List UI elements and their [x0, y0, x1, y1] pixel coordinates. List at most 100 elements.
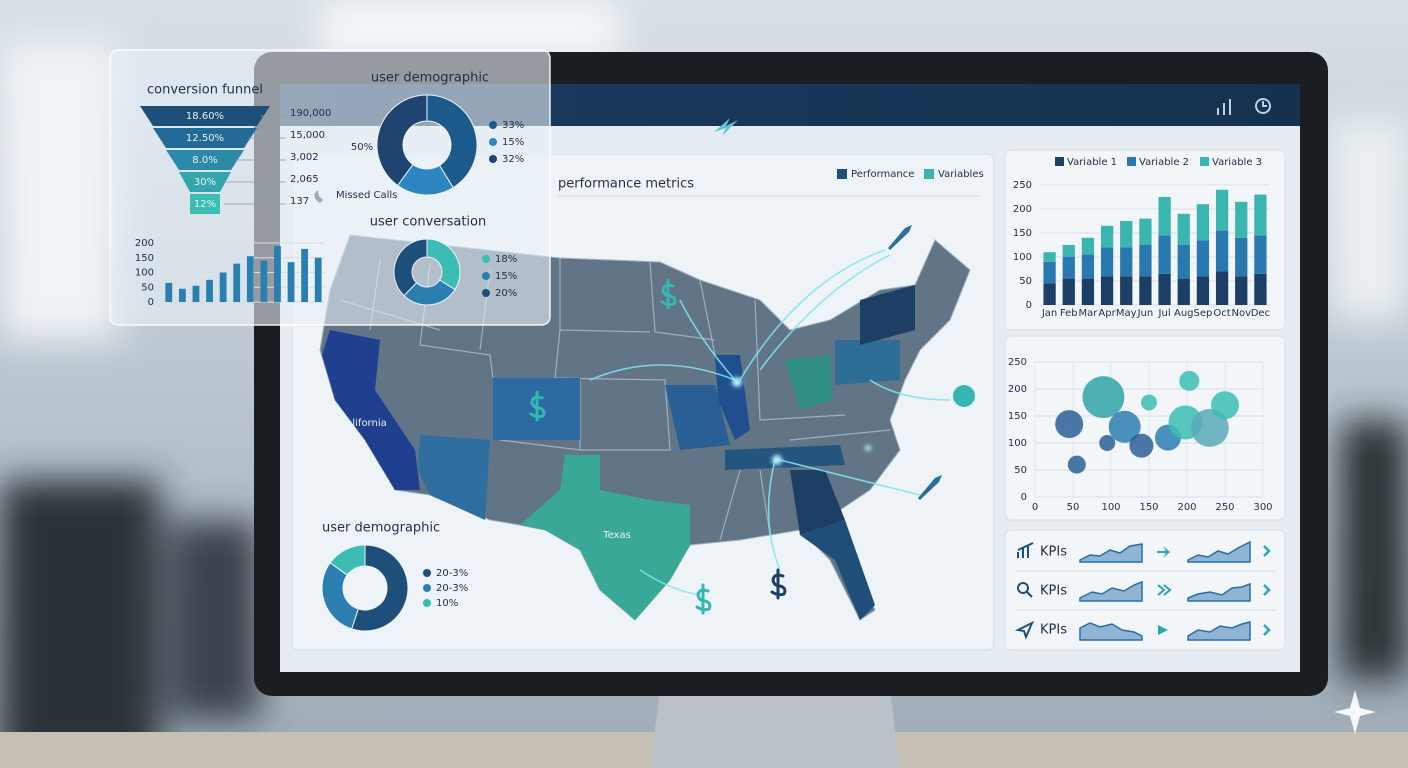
chart-title: user conversation: [370, 215, 487, 230]
funnel-stage: [179, 172, 231, 192]
us-map: [319, 225, 975, 621]
bar: [274, 245, 281, 302]
bubble: [1067, 455, 1086, 474]
donut-slice: [426, 94, 478, 189]
y-tick-label: 100: [1008, 438, 1027, 449]
legend-label: 15%: [495, 271, 517, 282]
x-tick-label: Feb: [1060, 308, 1078, 319]
bar: [260, 260, 268, 302]
legend-swatch: [482, 289, 490, 297]
x-tick-label: Jan: [1041, 308, 1057, 319]
bar-segment: [1043, 261, 1056, 284]
y-tick-label: 250: [1008, 357, 1027, 368]
screen-charts: performance metrics Performance Variables C…: [321, 157, 1273, 632]
bar-segment: [1139, 276, 1152, 305]
x-tick-label: Jul: [1158, 308, 1171, 319]
bar-segment: [1235, 237, 1248, 277]
donut-slice: [376, 94, 428, 187]
bar-segment: [1081, 278, 1095, 305]
bar-segment: [1100, 276, 1114, 305]
x-tick-label: Mar: [1078, 308, 1098, 319]
bar-segment: [1158, 235, 1171, 274]
legend-swatch: [489, 155, 497, 163]
kpi-label: KPIs: [1040, 545, 1067, 560]
legend-swatch: [837, 169, 847, 179]
y-tick-label: 0: [148, 297, 154, 308]
bar-segment: [1177, 213, 1190, 245]
x-tick-label: Aug: [1174, 308, 1194, 319]
kpi-label: KPIs: [1040, 584, 1067, 599]
x-tick-label: Nov: [1231, 308, 1251, 319]
bar-segment: [1062, 257, 1075, 279]
legend-label: 33%: [502, 120, 524, 131]
bar: [314, 257, 322, 302]
y-tick-label: 0: [1021, 492, 1027, 503]
bar-segment: [1235, 276, 1248, 305]
legend-swatch: [1127, 157, 1136, 166]
legend-label: 18%: [495, 254, 517, 265]
legend-label: 20-3%: [436, 583, 468, 594]
bubble: [1190, 408, 1229, 447]
legend-label: 10%: [436, 598, 458, 609]
x-tick-label: Jun: [1137, 308, 1154, 319]
legend-swatch: [1200, 157, 1209, 166]
stage-label: 18.60%: [186, 111, 224, 122]
bubble: [1108, 410, 1141, 443]
annotation: Missed Calls: [336, 190, 397, 201]
chart-title: conversion funnel: [147, 83, 263, 98]
bar-segment: [1254, 194, 1267, 236]
stage-label: 12%: [194, 199, 216, 210]
donut-slice: [351, 544, 409, 632]
bar-segment: [1196, 276, 1210, 305]
bar: [246, 256, 254, 302]
bar-segment: [1215, 230, 1229, 272]
bar-segment: [1158, 197, 1171, 236]
donut-slice: [329, 544, 366, 576]
y-tick-label: 0: [1026, 300, 1032, 311]
y-tick-label: 50: [1014, 465, 1027, 476]
chart-title: performance metrics: [558, 177, 694, 192]
bar-segment: [1139, 218, 1152, 245]
legend-label: 20%: [495, 288, 517, 299]
bubble: [1211, 391, 1239, 420]
x-tick-label: May: [1116, 308, 1137, 319]
y-tick-label: 150: [1008, 411, 1027, 422]
bar-segment: [1177, 245, 1190, 279]
legend-label: Variable 1: [1067, 157, 1117, 168]
y-tick-label: 100: [1013, 252, 1032, 263]
bar: [206, 279, 213, 302]
x-tick-label: Dec: [1251, 308, 1270, 319]
bar-segment: [1254, 273, 1267, 305]
x-tick-label: 250: [1215, 502, 1234, 513]
y-tick-label: 200: [1013, 204, 1032, 215]
y-tick-label: 200: [1008, 384, 1027, 395]
stage-value: 2,065: [290, 174, 319, 185]
bar-segment: [1120, 276, 1133, 305]
legend-swatch: [489, 121, 497, 129]
bar-segment: [1139, 245, 1152, 277]
legend-swatch: [482, 272, 490, 280]
y-tick-label: 150: [135, 253, 154, 264]
bubble: [1055, 410, 1084, 439]
stage-label: 12.50%: [186, 133, 224, 144]
stage-label: 8.0%: [192, 155, 217, 166]
bar-segment: [1254, 235, 1267, 274]
bubble: [1129, 433, 1154, 458]
legend-swatch: [423, 569, 431, 577]
x-tick-label: Oct: [1213, 308, 1230, 319]
annotation: 50%: [351, 142, 373, 153]
legend-label: Variable 3: [1212, 157, 1262, 168]
stage-value: 137: [290, 196, 309, 207]
bar: [219, 272, 227, 302]
stage-value: 15,000: [290, 130, 325, 141]
x-tick-label: 200: [1177, 502, 1196, 513]
bar-segment: [1081, 254, 1095, 279]
bar: [287, 262, 295, 302]
bar: [178, 288, 186, 302]
map-label: Texas: [602, 530, 631, 541]
chart-title: user demographic: [322, 521, 440, 536]
bar-segment: [1177, 278, 1190, 305]
bar-segment: [1062, 245, 1075, 257]
donut-slice: [426, 238, 461, 291]
